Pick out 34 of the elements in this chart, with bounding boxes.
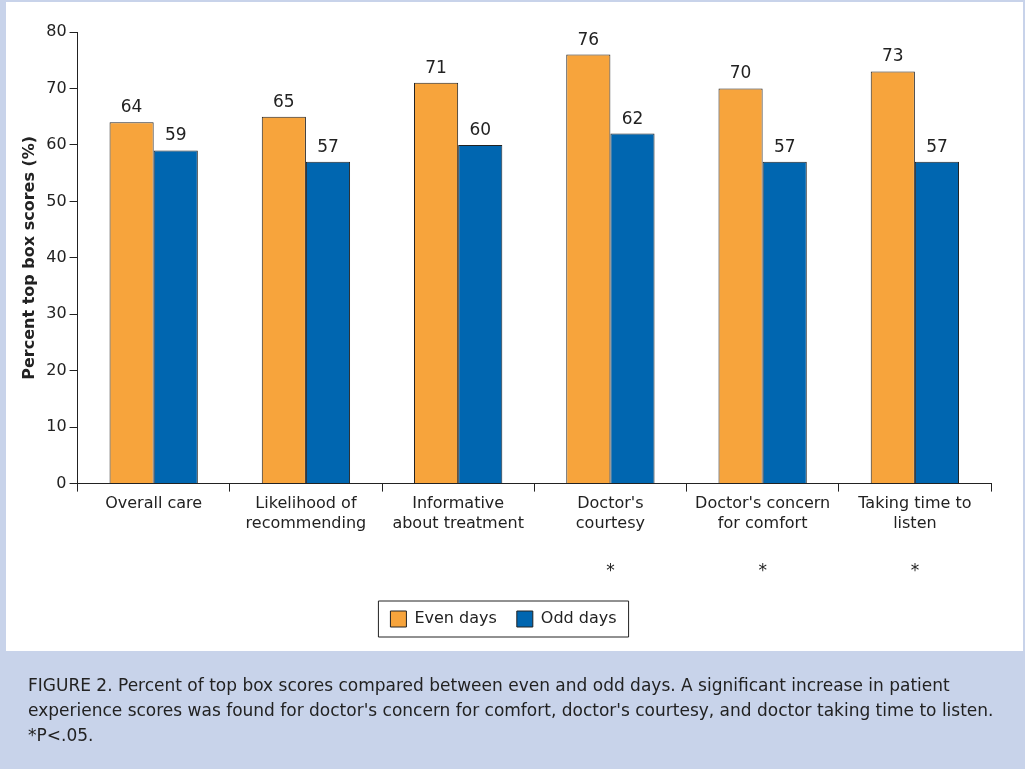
text: *	[758, 560, 767, 581]
data-label: 60	[469, 118, 492, 139]
data-label: 65	[273, 90, 295, 111]
data-label: 59	[164, 124, 187, 145]
caption: FIGURE 2. Percent of top box scores compared between even and odd days. A significant increase in patient experience scores was found for doctor's concern for comfort, doctor's courtesy, and doctor taking time to listen. *P<.05.	[6, 651, 1023, 769]
legend-label: Odd days	[540, 608, 617, 628]
data-label: 57	[926, 135, 948, 156]
data-label: 73	[881, 45, 904, 66]
y-tick-label: 30	[46, 303, 67, 323]
data-label: 57	[773, 135, 796, 156]
x-tick-label: Taking time to listen	[857, 493, 972, 532]
y-tick-label: 20	[46, 359, 67, 379]
y-tick-label: 0	[56, 472, 67, 492]
legend-label: Even days	[414, 608, 497, 628]
x-tick-label: Doctor's concern for comfort	[695, 493, 831, 532]
y-tick-label: 80	[46, 21, 67, 41]
y-tick-label: 10	[46, 416, 67, 436]
data-label: 62	[621, 107, 644, 128]
data-label: 71	[425, 56, 447, 77]
data-label: 76	[577, 28, 600, 49]
data-label: 64	[120, 96, 143, 117]
text: *	[606, 560, 615, 581]
y-tick-label: 60	[46, 134, 67, 154]
y-tick-label: 70	[46, 77, 67, 97]
y-tick-label: 40	[46, 246, 67, 266]
x-tick-label: Informative about treatment	[392, 493, 524, 532]
x-tick-label: Likelihood of recommending	[245, 493, 367, 532]
text: *	[910, 560, 920, 581]
x-tick-label: Doctor's courtesy	[575, 493, 646, 532]
x-tick-label: Overall care	[105, 493, 203, 513]
y-axis-title: Percent top box scores (%)	[18, 135, 38, 380]
data-label: 70	[729, 62, 752, 83]
data-label: 57	[317, 135, 339, 156]
y-tick-label: 50	[46, 190, 67, 210]
